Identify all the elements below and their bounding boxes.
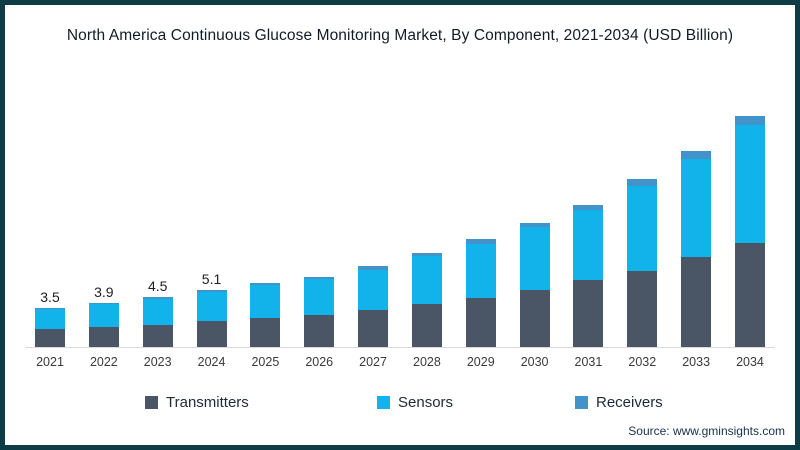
segment-transmitters-2029	[465, 297, 496, 347]
segment-receivers-2026	[304, 276, 335, 279]
bar-2025	[250, 283, 281, 347]
legend: Transmitters Sensors Receivers	[5, 394, 795, 416]
bar-2024: 5.1	[196, 270, 227, 347]
x-axis-label-2023: 2023	[143, 355, 172, 369]
segment-transmitters-2024	[196, 321, 227, 347]
bar-2030	[519, 222, 550, 347]
segment-transmitters-2022	[88, 326, 119, 347]
x-axis-label-2025: 2025	[251, 355, 280, 369]
x-axis-label-2034: 2034	[736, 355, 764, 369]
bar-value-label-2024: 5.1	[201, 270, 222, 287]
x-axis-label-2032: 2032	[628, 355, 657, 369]
bar-2022: 3.9	[88, 284, 119, 347]
segment-receivers-2025	[250, 283, 281, 286]
segment-sensors-2028	[411, 256, 442, 305]
segment-receivers-2027	[358, 266, 389, 270]
x-axis-line	[25, 347, 775, 348]
x-axis-label-2030: 2030	[520, 355, 549, 369]
segment-receivers-2032	[627, 179, 658, 186]
bar-2029	[465, 239, 496, 347]
legend-label: Receivers	[596, 394, 663, 411]
source-text: Source: www.gminsights.com	[628, 424, 785, 438]
segment-transmitters-2030	[519, 289, 550, 347]
segment-transmitters-2023	[142, 324, 173, 347]
x-axis-label-2026: 2026	[305, 355, 334, 369]
chart-title: North America Continuous Glucose Monitor…	[66, 27, 734, 44]
bar-value-label-2023: 4.5	[147, 277, 168, 294]
segment-transmitters-2026	[304, 314, 335, 347]
x-axis-label-2027: 2027	[359, 355, 387, 369]
segment-transmitters-2032	[627, 270, 658, 347]
bar-value-label-2022: 3.9	[94, 284, 114, 301]
segment-receivers-2034	[734, 116, 765, 126]
bar-2032	[627, 179, 658, 347]
segment-sensors-2029	[465, 243, 496, 298]
bar-2026	[304, 276, 335, 347]
segment-transmitters-2031	[573, 279, 604, 347]
segment-sensors-2033	[681, 158, 712, 258]
x-axis-label-2031: 2031	[574, 355, 603, 369]
segment-transmitters-2027	[358, 310, 389, 347]
segment-receivers-2028	[411, 252, 442, 257]
plot-area: 3.5 3.9 4.5 5.1 2021 2022 2023 2024 2025 2026 202…	[5, 5, 795, 445]
x-axis-label-2024: 2024	[197, 355, 226, 369]
segment-sensors-2024	[196, 292, 227, 322]
x-axis-labels: 2021 2022 2023 2024 2025 2026 2027 2028 2029 2030…	[35, 355, 765, 369]
segment-sensors-2031	[573, 210, 604, 280]
segment-sensors-2025	[250, 285, 281, 318]
segment-receivers-2022	[88, 303, 119, 305]
segment-receivers-2030	[519, 222, 550, 228]
receivers-swatch-icon	[575, 396, 588, 409]
segment-transmitters-2034	[734, 242, 765, 347]
legend-item-receivers[interactable]: Receivers	[575, 394, 663, 411]
bar-2021: 3.5	[35, 289, 65, 347]
segment-transmitters-2025	[250, 317, 281, 347]
segment-sensors-2027	[358, 269, 389, 310]
bar-2031	[573, 204, 604, 347]
x-axis-label-2022: 2022	[89, 355, 118, 369]
segment-sensors-2026	[304, 278, 335, 315]
x-axis-label-2021: 2021	[36, 355, 64, 369]
segment-sensors-2021	[35, 308, 65, 330]
bar-2034	[734, 116, 765, 347]
legend-label: Transmitters	[166, 394, 249, 411]
segment-receivers-2023	[142, 296, 173, 299]
legend-item-sensors[interactable]: Sensors	[377, 394, 453, 411]
x-axis-label-2029: 2029	[466, 355, 495, 369]
segment-receivers-2031	[573, 204, 604, 211]
segment-sensors-2023	[142, 298, 173, 325]
bar-2027	[358, 266, 389, 347]
segment-sensors-2022	[88, 304, 119, 327]
bars-area: 3.5 3.9 4.5 5.1	[35, 102, 765, 347]
sensors-swatch-icon	[377, 396, 390, 409]
segment-sensors-2032	[627, 185, 658, 271]
segment-receivers-2033	[681, 151, 712, 159]
segment-receivers-2029	[465, 239, 496, 244]
bar-2028	[411, 252, 442, 347]
legend-item-transmitters[interactable]: Transmitters	[145, 394, 249, 411]
bar-value-label-2021: 3.5	[40, 288, 60, 305]
segment-receivers-2021	[35, 307, 65, 309]
legend-label: Sensors	[398, 394, 454, 411]
segment-transmitters-2021	[35, 329, 65, 347]
segment-sensors-2030	[519, 227, 550, 290]
segment-transmitters-2033	[681, 257, 712, 347]
segment-transmitters-2028	[411, 304, 442, 347]
x-axis-label-2028: 2028	[413, 355, 441, 369]
bar-2023: 4.5	[142, 277, 173, 347]
x-axis-label-2033: 2033	[682, 355, 711, 369]
transmitters-swatch-icon	[145, 396, 158, 409]
bar-2033	[681, 151, 712, 347]
segment-receivers-2024	[196, 289, 227, 293]
segment-sensors-2034	[734, 125, 765, 243]
